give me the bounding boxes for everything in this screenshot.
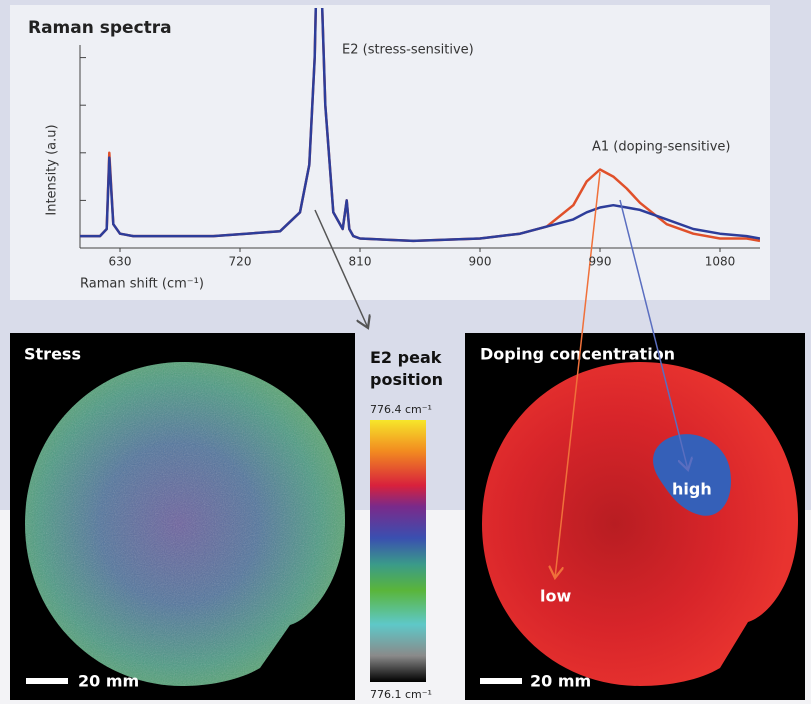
scale-label: 20 mm (530, 672, 591, 691)
high-label: high (672, 480, 712, 499)
arrow (555, 171, 601, 578)
plot-area (80, 8, 760, 243)
colorbar (370, 420, 426, 682)
x-tick-label: 900 (469, 255, 492, 269)
scale-bar (480, 678, 522, 684)
x-tick-label: 1080 (705, 255, 736, 269)
spectrum-panel (10, 5, 770, 300)
x-axis-label: Raman shift (cm⁻¹) (80, 277, 204, 292)
scale-bar (26, 678, 68, 684)
colorbar-title: E2 peak position (370, 348, 443, 389)
arrow (314, 209, 368, 328)
annotation: A1 (doping-sensitive) (592, 140, 731, 155)
spectrum-line (80, 8, 760, 243)
doping-wafer (482, 362, 798, 686)
annotation: E2 (stress-sensitive) (342, 43, 474, 58)
high-doping-region (653, 434, 731, 516)
x-tick-label: 720 (229, 255, 252, 269)
wafer-texture (25, 362, 345, 686)
colorbar-max: 776.4 cm⁻¹ (370, 403, 432, 416)
chart-title: Raman spectra (28, 18, 172, 38)
panel-title: Stress (24, 345, 81, 364)
colorbar-min: 776.1 cm⁻¹ (370, 688, 432, 701)
x-tick-label: 630 (109, 255, 132, 269)
arrow (619, 199, 688, 470)
scale-label: 20 mm (78, 672, 139, 691)
x-tick-label: 810 (349, 255, 372, 269)
x-tick-label: 990 (589, 255, 612, 269)
low-label: low (540, 587, 571, 606)
panel-title: Doping concentration (480, 345, 675, 364)
y-axis-label: Intensity (a.u) (45, 124, 60, 215)
